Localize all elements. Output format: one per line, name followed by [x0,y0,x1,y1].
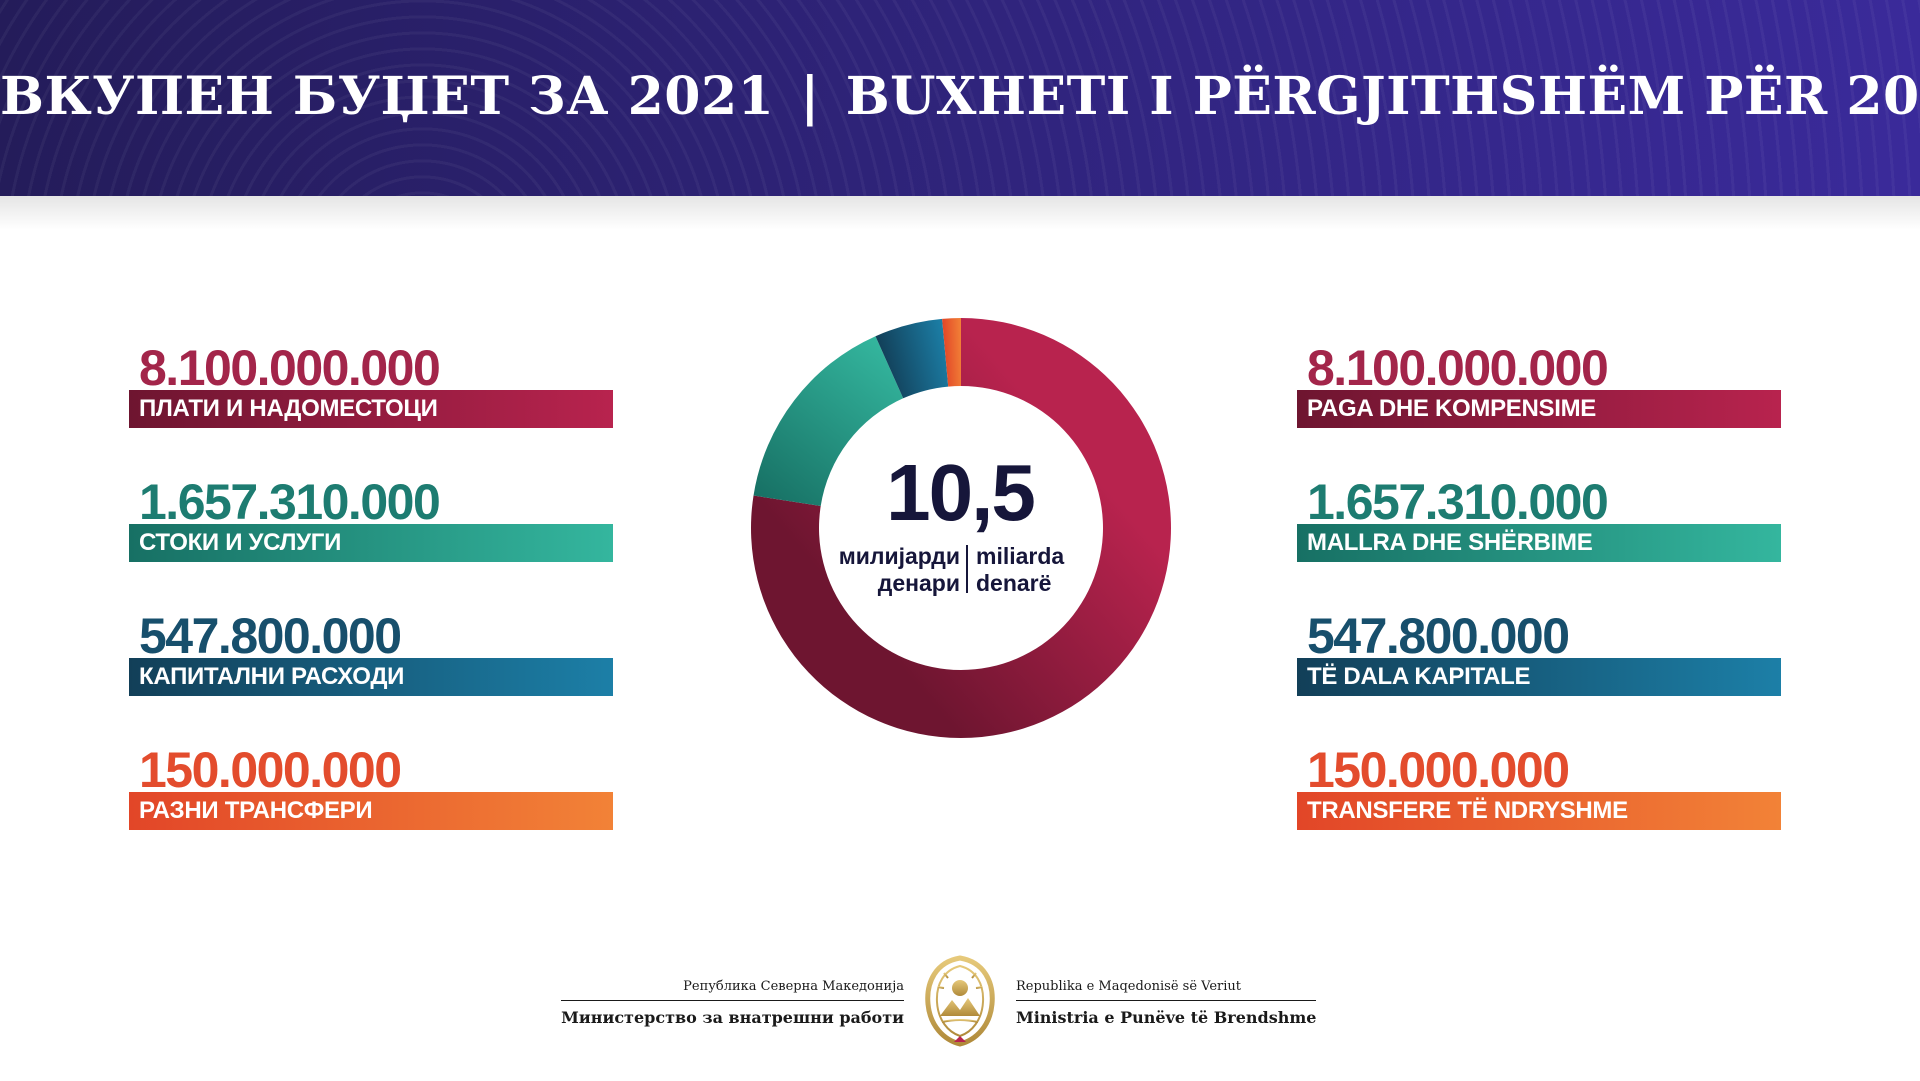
label-bar: MALLRA DHE SHËRBIME [1297,524,1781,562]
label-bar: КАПИТАЛНИ РАСХОДИ [129,658,613,696]
title-albanian: BUXHETI I PËRGJITHSHËM PËR 2021 [845,66,1920,127]
slice-other-transfers [942,318,961,387]
footer-ministry-albanian: Republika e Maqedonisë së Veriut Ministr… [1016,978,1317,1029]
unit-mk-line2: денари [877,570,960,596]
unit-macedonian: милијарди денари [839,543,960,597]
unit-sq-line1: miliarda [976,543,1065,569]
amount-label: 150.000.000 [1307,742,1570,798]
slice-capital-expenditure [875,318,949,399]
budget-donut-chart [751,318,1171,738]
label-bar: РАЗНИ ТРАНСФЕРИ [129,792,613,830]
footer-rule [1016,1000,1317,1001]
amount-label: 150.000.000 [139,742,402,798]
amount-label: 547.800.000 [139,608,402,664]
label-bar: PAGA DHE KOMPENSIME [1297,390,1781,428]
coat-of-arms-icon [925,955,995,1047]
amount-label: 8.100.000.000 [1307,340,1609,396]
slice-goods-services [753,336,904,507]
amount-label: 547.800.000 [1307,608,1570,664]
slice-salaries [751,318,1171,738]
header-banner: ВКУПЕН БУЏЕТ ЗА 2021 | BUXHETI I PËRGJITHS… [0,0,1920,196]
category-label: PAGA DHE KOMPENSIME [1307,395,1596,422]
label-bar: TË DALA KAPITALE [1297,658,1781,696]
footer-rule [561,1000,904,1001]
header-shadow [0,196,1920,230]
title-separator: | [800,66,820,127]
unit-divider [966,545,968,593]
category-label: TRANSFERE TË NDRYSHME [1307,797,1628,824]
total-amount: 10,5 [886,448,1036,537]
category-label: TË DALA KAPITALE [1307,663,1531,690]
category-label: MALLRA DHE SHËRBIME [1307,529,1593,556]
amount-label: 1.657.310.000 [1307,474,1609,530]
header-pattern [0,0,1920,196]
unit-mk-line1: милијарди [838,543,960,569]
title-macedonian: ВКУПЕН БУЏЕТ ЗА 2021 [0,66,775,127]
footer-ministry-macedonian: Република Северна Македонија Министерств… [561,978,904,1029]
ministry-name-mk: Министерство за внатрешни работи [561,1008,904,1027]
category-label: ПЛАТИ И НАДОМЕСТОЦИ [139,395,438,422]
unit-sq-line2: denarë [976,570,1052,596]
label-bar: TRANSFERE TË NDRYSHME [1297,792,1781,830]
amount-label: 1.657.310.000 [139,474,441,530]
page-title: ВКУПЕН БУЏЕТ ЗА 2021 | BUXHETI I PËRGJITHS… [0,62,1920,132]
ministry-name-sq: Ministria e Punëve të Brendshme [1016,1008,1317,1027]
label-bar: ПЛАТИ И НАДОМЕСТОЦИ [129,390,613,428]
unit-albanian: miliarda denarë [976,543,1064,597]
country-name-mk: Република Северна Македонија [683,979,904,994]
label-bar: СТОКИ И УСЛУГИ [129,524,613,562]
category-label: РАЗНИ ТРАНСФЕРИ [139,797,373,824]
amount-label: 8.100.000.000 [139,340,441,396]
category-label: СТОКИ И УСЛУГИ [139,529,342,556]
category-label: КАПИТАЛНИ РАСХОДИ [139,663,405,690]
country-name-sq: Republika e Maqedonisë së Veriut [1016,979,1242,994]
